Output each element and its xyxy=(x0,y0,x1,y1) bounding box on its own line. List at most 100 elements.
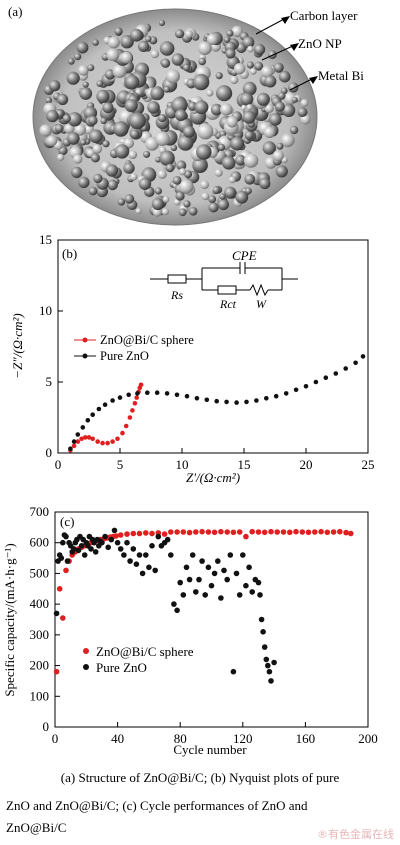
nanoparticle xyxy=(225,48,236,59)
data-point-series-2 xyxy=(183,564,190,571)
data-point-series-2 xyxy=(174,392,180,398)
data-point-series-2 xyxy=(117,546,124,552)
nanoparticle xyxy=(233,62,246,75)
nanoparticle xyxy=(226,29,234,37)
data-point-series-1 xyxy=(205,529,212,535)
data-point-series-2 xyxy=(264,396,269,401)
nanoparticle xyxy=(166,69,180,84)
nanoparticle xyxy=(253,43,266,56)
data-point-series-2 xyxy=(243,582,249,589)
nanoparticle xyxy=(264,75,277,88)
data-point-series-1 xyxy=(261,529,268,536)
data-point-series-2 xyxy=(174,607,180,614)
nanoparticle xyxy=(198,41,212,55)
data-point-series-1 xyxy=(224,529,230,535)
data-point-series-2 xyxy=(205,564,212,571)
circuit-rs-label: Rs xyxy=(170,288,183,302)
nanoparticle xyxy=(184,29,193,39)
data-point-series-2 xyxy=(126,392,131,398)
data-point-series-2 xyxy=(111,527,118,534)
nanoparticle xyxy=(114,144,130,159)
data-point-series-2 xyxy=(283,391,289,396)
nanoparticle xyxy=(197,123,214,140)
data-point-series-1 xyxy=(211,529,218,536)
nanoparticle xyxy=(88,186,98,196)
nanoparticle xyxy=(276,142,284,150)
data-point-series-2 xyxy=(124,539,130,546)
data-point-series-2 xyxy=(68,446,73,451)
data-point-series-2 xyxy=(143,552,149,558)
data-point-series-2 xyxy=(53,610,60,617)
data-point-series-2 xyxy=(135,391,140,396)
data-point-series-2 xyxy=(117,395,123,400)
nanoparticle xyxy=(138,40,150,53)
data-point-series-2 xyxy=(139,570,146,577)
nanoparticle xyxy=(272,150,284,162)
nanoparticle xyxy=(158,114,167,123)
data-point-series-1 xyxy=(330,529,337,535)
nanoparticle xyxy=(273,62,284,73)
x-tick-label: 10 xyxy=(176,457,189,472)
nanoparticle xyxy=(150,49,160,59)
data-point-series-2 xyxy=(202,592,208,598)
x-tick-label: 40 xyxy=(111,731,124,746)
nanoparticle xyxy=(228,176,236,184)
data-point-series-2 xyxy=(171,601,177,607)
data-point-series-1 xyxy=(110,439,115,444)
nanoparticle xyxy=(120,35,134,49)
data-point-series-2 xyxy=(224,576,230,583)
data-point-series-1 xyxy=(186,529,193,536)
nanoparticle xyxy=(183,200,191,208)
data-point-series-1 xyxy=(113,533,119,539)
y-tick-label: 700 xyxy=(30,504,50,519)
nanoparticle-cluster xyxy=(39,19,311,217)
data-point-series-1 xyxy=(149,530,155,537)
data-point-series-1 xyxy=(105,440,110,446)
nanoparticle xyxy=(107,36,120,49)
data-point-series-1 xyxy=(161,531,168,537)
data-point-series-2 xyxy=(180,592,187,598)
data-point-series-2 xyxy=(114,539,121,546)
nanoparticle xyxy=(150,86,165,101)
y-tick-label: 5 xyxy=(46,374,53,389)
data-point-series-2 xyxy=(63,533,69,540)
panel-a-label: (a) xyxy=(8,4,22,19)
data-point-series-1 xyxy=(136,530,143,537)
plot-frame xyxy=(54,511,369,728)
data-point-series-2 xyxy=(254,398,259,403)
nanoparticle xyxy=(90,153,100,163)
panel-c-cycling: (c) 0 40 80 120 160 200 0 100 200 300 400 500 600 700… xyxy=(0,500,400,765)
cycle-chart: (c) 0 40 80 120 160 200 0 100 200 300 400 500 600 700… xyxy=(2,504,378,757)
data-point-series-1 xyxy=(117,532,124,538)
data-point-series-1 xyxy=(280,529,287,535)
data-point-series-2 xyxy=(260,629,266,635)
data-point-series-2 xyxy=(121,552,127,558)
data-point-series-1 xyxy=(305,529,312,536)
nanoparticle xyxy=(74,53,82,61)
nanoparticle xyxy=(210,103,223,116)
nanoparticle xyxy=(177,134,194,151)
y-axis-label-c: Specific capacity/(mA·h·g⁻¹) xyxy=(2,543,17,696)
data-point-series-1 xyxy=(138,382,144,388)
nanoparticle xyxy=(48,80,61,92)
nanoparticle xyxy=(77,65,89,76)
y-tick-label: 200 xyxy=(30,658,50,673)
nanoparticle xyxy=(117,198,126,206)
data-point-series-2 xyxy=(323,375,329,380)
nanoparticle xyxy=(154,187,162,195)
data-point-series-1 xyxy=(324,529,331,536)
nanoparticle xyxy=(274,101,285,112)
data-point-series-2 xyxy=(149,543,155,549)
nanoparticle xyxy=(93,173,103,184)
data-point-series-1 xyxy=(236,529,243,535)
nanoparticle xyxy=(106,48,120,62)
data-point-series-2 xyxy=(194,396,200,401)
nanoparticle xyxy=(160,58,171,68)
data-point-series-2 xyxy=(268,678,274,684)
nanoparticle xyxy=(76,41,89,54)
nanoparticle xyxy=(188,207,198,216)
nanoparticle xyxy=(259,177,271,190)
data-point-series-2 xyxy=(360,354,366,359)
x-axis-label-c: Cycle number xyxy=(173,742,247,757)
nanoparticle xyxy=(171,53,184,66)
